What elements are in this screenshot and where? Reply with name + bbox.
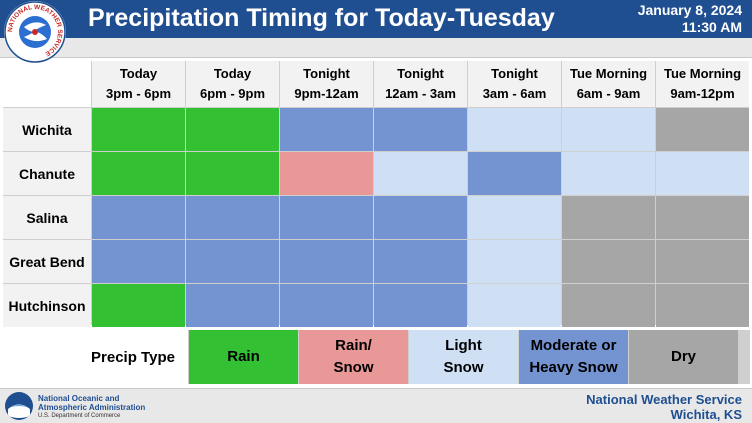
column-header-hours: 12am - 3am <box>385 86 456 101</box>
column-header-hours: 9pm-12am <box>294 86 359 101</box>
noaa-name: National Oceanic and Atmospheric Adminis… <box>38 394 145 421</box>
precip-cell <box>374 284 467 327</box>
column-header: Today 3pm - 6pm <box>92 61 185 107</box>
precip-cell <box>92 284 185 327</box>
precip-cell <box>468 196 561 239</box>
column-header-hours: 6pm - 9pm <box>199 86 265 101</box>
column-header-hours: 3am - 6am <box>482 86 547 101</box>
precip-cell <box>656 284 749 327</box>
precip-cell <box>656 240 749 283</box>
precip-timing-table: Today 3pm - 6pm Today 6pm - 9pm Tonight 9pm-1… <box>3 61 749 327</box>
legend-label: Moderate or <box>530 337 617 354</box>
precip-cell <box>374 152 467 195</box>
legend-swatch: Rain/Snow <box>299 330 408 384</box>
nws-office: National Weather Service Wichita, KS <box>586 392 742 422</box>
legend-label: Snow <box>443 359 484 376</box>
column-header: Tonight 3am - 6am <box>468 61 561 107</box>
column-header: Tonight 12am - 3am <box>374 61 467 107</box>
precip-cell <box>186 108 279 151</box>
noaa-line-3: U.S. Department of Commerce <box>38 413 121 419</box>
header-bar: Precipitation Timing for Today-Tuesday J… <box>0 0 752 38</box>
precip-cell <box>92 196 185 239</box>
nws-logo-icon: NATIONAL WEATHER SERVICE <box>4 1 66 63</box>
legend-swatch: Light Snow <box>409 330 518 384</box>
legend-label: Light <box>445 337 482 354</box>
precip-cell <box>92 108 185 151</box>
nws-office-location: Wichita, KS <box>670 407 742 422</box>
precip-cell <box>562 152 655 195</box>
column-header-hours: 9am-12pm <box>670 86 735 101</box>
precip-cell <box>562 240 655 283</box>
column-header-period: Tonight <box>303 66 350 81</box>
legend-label: Heavy Snow <box>529 359 618 376</box>
issue-datetime: January 8, 2024 11:30 AM <box>638 2 742 36</box>
column-header-hours: 6am - 9am <box>576 86 641 101</box>
column-header-period: Today <box>213 66 252 81</box>
page-title: Precipitation Timing for Today-Tuesday <box>88 4 555 32</box>
legend-title: Precip Type <box>78 330 188 384</box>
legend-label: Rain/ <box>335 337 372 354</box>
row-header-city: Salina <box>3 196 91 239</box>
column-header-hours: 3pm - 6pm <box>105 86 171 101</box>
precip-cell <box>280 196 373 239</box>
precip-cell <box>468 240 561 283</box>
precip-cell <box>186 240 279 283</box>
noaa-line-2: Atmospheric Administration <box>38 403 146 412</box>
column-header-period: Today <box>119 66 158 81</box>
precip-cell <box>468 284 561 327</box>
subheader-bar <box>0 38 752 58</box>
precip-cell <box>562 108 655 151</box>
precip-cell <box>280 284 373 327</box>
precip-cell <box>562 196 655 239</box>
footer-bar: National Oceanic and Atmospheric Adminis… <box>0 388 752 423</box>
precip-cell <box>374 196 467 239</box>
precip-cell <box>280 108 373 151</box>
precip-cell <box>374 108 467 151</box>
precip-cell <box>562 284 655 327</box>
legend-swatch: Moderate or Heavy Snow <box>519 330 628 384</box>
precip-cell <box>186 196 279 239</box>
precip-cell <box>656 196 749 239</box>
precip-cell <box>656 152 749 195</box>
legend-label: Dry <box>670 348 696 365</box>
row-header-city: Great Bend <box>3 240 91 283</box>
precip-cell <box>468 108 561 151</box>
precip-cell <box>186 284 279 327</box>
precip-cell <box>186 152 279 195</box>
legend-swatch: Rain <box>189 330 298 384</box>
legend-label: Rain <box>227 348 260 365</box>
column-header-period: Tue Morning <box>663 66 742 81</box>
column-header-period: Tue Morning <box>569 66 648 81</box>
noaa-line-1: National Oceanic and <box>38 394 120 403</box>
column-header-period: Tonight <box>397 66 444 81</box>
column-header: Today 6pm - 9pm <box>186 61 279 107</box>
noaa-logo-icon <box>5 392 33 420</box>
precip-cell <box>280 152 373 195</box>
precip-cell <box>656 108 749 151</box>
column-header: Tue Morning 9am-12pm <box>656 61 749 107</box>
row-header-city: Chanute <box>3 152 91 195</box>
legend-swatch: Dry <box>629 330 738 384</box>
precip-type-legend: Precip Type Rain Rain/Snow Light Snow Modera… <box>78 330 750 384</box>
issue-time: 11:30 AM <box>681 19 742 35</box>
legend-label: Snow <box>333 359 374 376</box>
issue-date: January 8, 2024 <box>637 2 742 18</box>
precip-cell <box>92 240 185 283</box>
precip-cell <box>280 240 373 283</box>
precip-cell <box>92 152 185 195</box>
column-header-period: Tonight <box>491 66 538 81</box>
nws-office-name: National Weather Service <box>586 392 742 407</box>
row-header-city: Wichita <box>3 108 91 151</box>
precip-cell <box>468 152 561 195</box>
precip-cell <box>374 240 467 283</box>
table-corner <box>3 61 91 107</box>
column-header: Tonight 9pm-12am <box>280 61 373 107</box>
row-header-city: Hutchinson <box>3 284 91 327</box>
column-header: Tue Morning 6am - 9am <box>562 61 655 107</box>
